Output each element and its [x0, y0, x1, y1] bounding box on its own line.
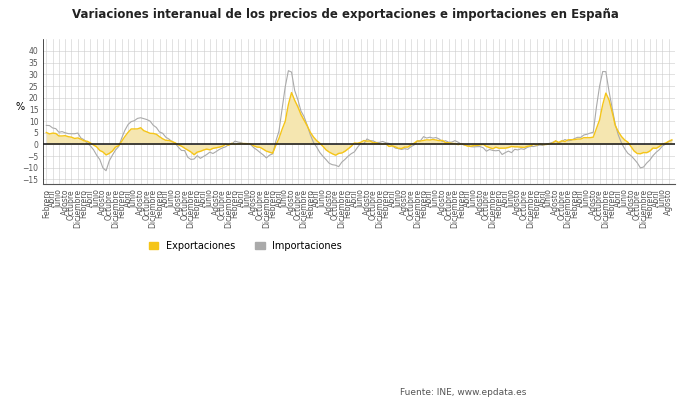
- Text: Variaciones interanual de los precios de exportaciones e importaciones en España: Variaciones interanual de los precios de…: [72, 8, 618, 21]
- Y-axis label: %: %: [15, 102, 24, 112]
- Legend: Exportaciones, Importaciones: Exportaciones, Importaciones: [145, 237, 346, 254]
- Text: Fuente: INE, www.epdata.es: Fuente: INE, www.epdata.es: [400, 388, 526, 397]
